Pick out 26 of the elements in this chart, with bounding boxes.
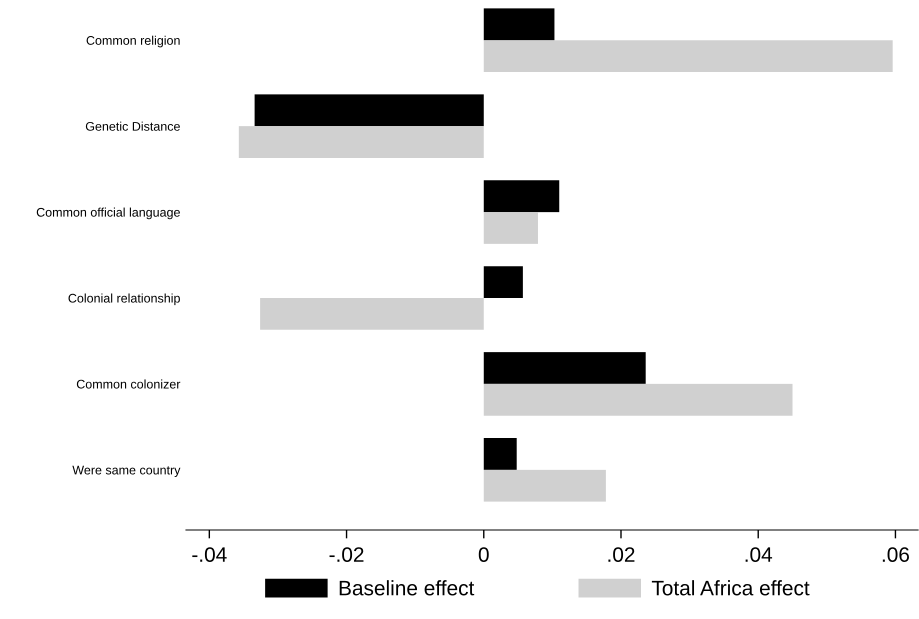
legend-label: Total Africa effect bbox=[652, 580, 810, 596]
y-tick-label: Common official language bbox=[36, 208, 180, 220]
y-tick-label: Common colonizer bbox=[76, 379, 180, 389]
bar bbox=[484, 40, 893, 72]
y-tick-label: Genetic Distance bbox=[86, 122, 180, 131]
y-tick-label: Colonial relationship bbox=[68, 293, 180, 306]
x-tick-label: .06 bbox=[882, 547, 910, 562]
x-tick-label: -.02 bbox=[330, 547, 364, 562]
bar bbox=[484, 470, 606, 502]
bar bbox=[484, 8, 554, 40]
bar bbox=[484, 212, 538, 244]
x-tick-label: .04 bbox=[746, 547, 772, 562]
bar bbox=[260, 298, 484, 330]
x-tick-label: -.04 bbox=[192, 547, 227, 562]
bar bbox=[484, 180, 560, 212]
bar bbox=[254, 94, 484, 126]
y-tick-label: Were same country bbox=[72, 466, 180, 477]
x-tick-label: 0 bbox=[478, 547, 489, 562]
bar bbox=[238, 126, 484, 158]
y-tick-label: Common religion bbox=[86, 36, 180, 48]
bar bbox=[484, 384, 793, 416]
bar bbox=[484, 352, 646, 384]
bar bbox=[484, 266, 523, 298]
bar bbox=[484, 438, 517, 470]
x-tick-label: .02 bbox=[608, 547, 634, 562]
legend-label: Baseline effect bbox=[340, 580, 474, 596]
